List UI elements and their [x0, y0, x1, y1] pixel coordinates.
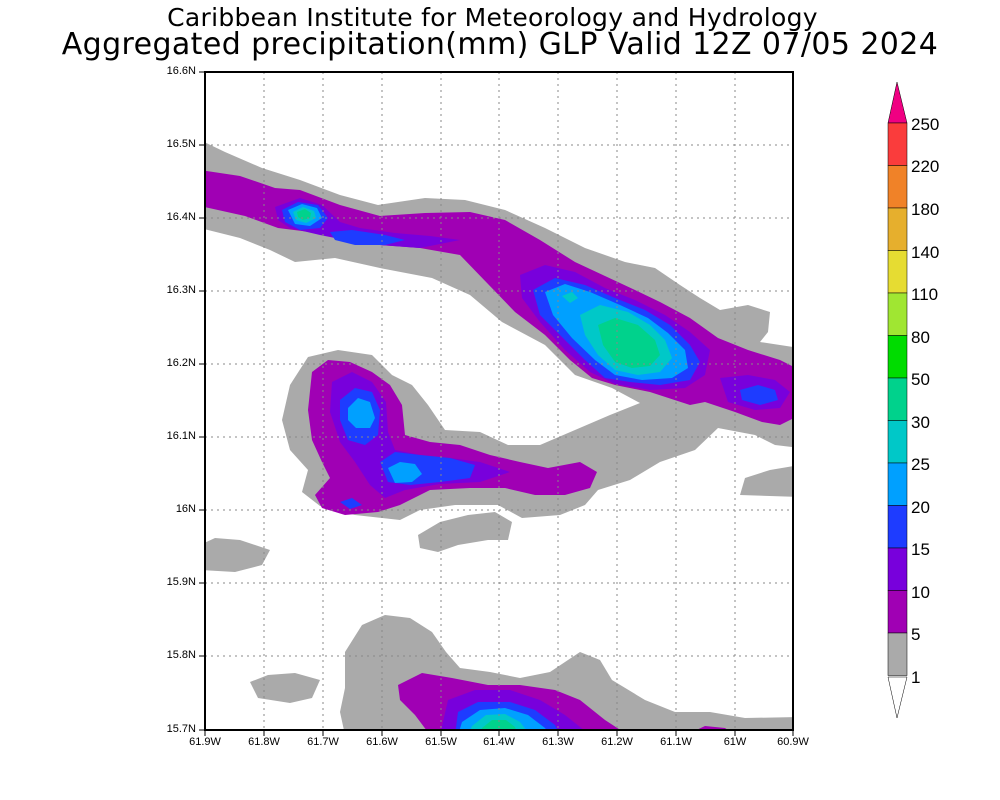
- colorbar-label: 1: [911, 668, 921, 687]
- lon-label: 61.6W: [366, 736, 398, 748]
- lat-label: 16.4N: [166, 211, 196, 223]
- lat-label: 16.3N: [166, 284, 196, 296]
- precip-band-15-20-east-blob: [740, 385, 778, 405]
- lon-label: 61.8W: [248, 736, 280, 748]
- lat-label: 16.6N: [166, 65, 196, 77]
- axis-ticks: [199, 71, 794, 736]
- precip-band-30-50-main-cell: [598, 318, 660, 368]
- colorbar: [887, 81, 908, 719]
- lon-label: 60.9W: [777, 736, 809, 748]
- lat-label: 16.1N: [166, 430, 196, 442]
- map-title: Aggregated precipitation(mm) GLP Valid 1…: [61, 27, 939, 62]
- precip-band-15-20-tiny-blob: [340, 498, 362, 509]
- lon-label: 61.4W: [483, 736, 515, 748]
- lat-label: 15.8N: [166, 649, 196, 661]
- lon-label: 61.9W: [189, 736, 221, 748]
- colorbar-swatch-25-30: [887, 420, 908, 464]
- precip-band-25-30-fleck: [562, 292, 578, 303]
- map-gridlines: [205, 72, 793, 730]
- colorbar-swatch-50-80: [887, 335, 908, 379]
- precip-band-1-5-sw-blob: [250, 673, 320, 703]
- colorbar-label: 140: [911, 243, 940, 262]
- lat-label: 16N: [175, 503, 196, 515]
- colorbar-label: 180: [911, 200, 940, 219]
- colorbar-swatch-180-220: [887, 165, 908, 209]
- colorbar-label: 10: [911, 583, 930, 602]
- lat-label: 16.5N: [166, 138, 196, 150]
- lat-label: 15.7N: [166, 723, 196, 735]
- colorbar-label: 15: [911, 540, 930, 559]
- precip-band-1-5-west-blob: [205, 538, 270, 572]
- institution-title: Caribbean Institute for Meteorology and …: [167, 3, 818, 32]
- colorbar-label: 220: [911, 157, 940, 176]
- colorbar-swatch-20-25: [887, 462, 908, 506]
- colorbar-label: 50: [911, 370, 930, 389]
- lon-label: 61.3W: [542, 736, 574, 748]
- colorbar-swatch-140-180: [887, 207, 908, 251]
- colorbar-bottom-arrow: [887, 676, 908, 719]
- precip-band-15-20-trail: [330, 230, 405, 245]
- lon-label: 61W: [723, 736, 747, 748]
- lon-label: 61.7W: [307, 736, 339, 748]
- colorbar-label: 30: [911, 413, 930, 432]
- colorbar-top-arrow: [887, 81, 908, 124]
- colorbar-swatch-30-50: [887, 377, 908, 421]
- lat-label: 15.9N: [166, 576, 196, 588]
- colorbar-swatch-1-5: [887, 632, 908, 676]
- colorbar-swatch-220-250: [887, 122, 908, 166]
- lat-label: 16.2N: [166, 357, 196, 369]
- precip-band-30-50-nw-blob: [297, 209, 311, 220]
- precip-band-20-25-central-blob: [348, 398, 375, 428]
- colorbar-label: 110: [911, 285, 939, 304]
- lon-label: 61.1W: [660, 736, 692, 748]
- lon-label: 61.5W: [425, 736, 457, 748]
- colorbar-swatch-10-15: [887, 547, 908, 591]
- precip-band-30-50-southern-cell: [481, 720, 517, 730]
- colorbar-swatch-15-20: [887, 505, 908, 549]
- precip-band-1-5-east: [740, 466, 793, 497]
- lon-label: 61.2W: [601, 736, 633, 748]
- colorbar-swatch-110-140: [887, 250, 908, 294]
- colorbar-label: 20: [911, 498, 930, 517]
- precip-band-1-5-small-blob: [418, 512, 512, 552]
- colorbar-label: 5: [911, 625, 921, 644]
- colorbar-label: 250: [911, 115, 940, 134]
- colorbar-swatch-5-10: [887, 590, 908, 634]
- precip-band-20-25-lower-blob: [388, 462, 422, 483]
- colorbar-label: 80: [911, 328, 930, 347]
- colorbar-label: 25: [911, 455, 930, 474]
- colorbar-swatch-80-110: [887, 292, 908, 336]
